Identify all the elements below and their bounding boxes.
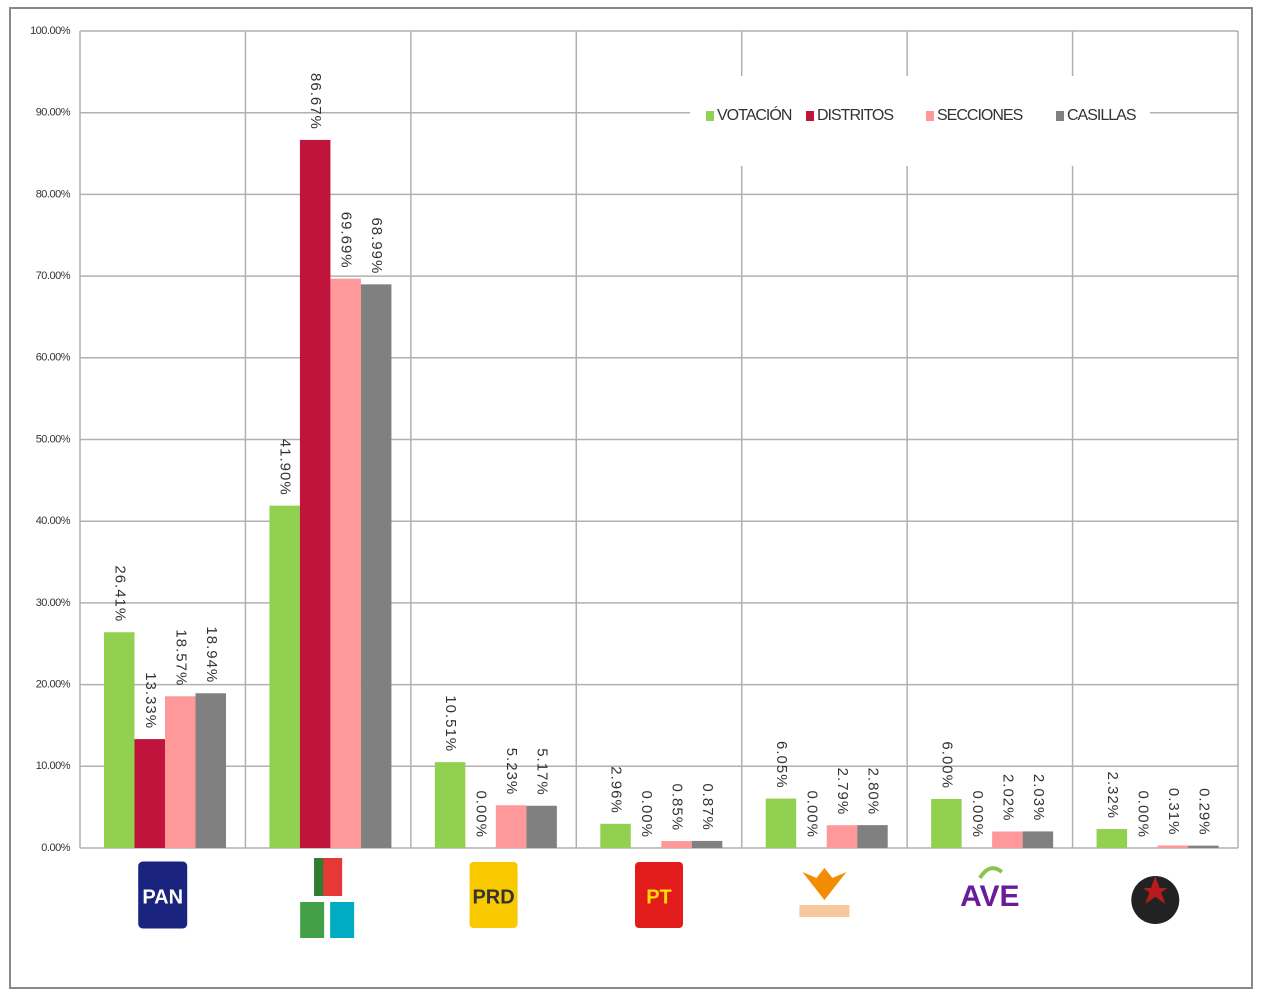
bar (1157, 845, 1189, 848)
y-tick-label: 70.00% (36, 270, 71, 282)
legend-label: DISTRITOS (817, 107, 893, 124)
value-label: 2.02% (999, 774, 1016, 822)
legend-swatch (926, 111, 934, 121)
y-tick-label: 10.00% (36, 760, 71, 772)
x-tick-label: AVE (960, 880, 1019, 913)
bar (269, 505, 300, 848)
party-logo: PT (635, 862, 683, 928)
value-label: 0.85% (669, 784, 686, 832)
legend-swatch (706, 111, 714, 121)
y-tick-label: 100.00% (30, 25, 71, 37)
logo-pri-green (314, 858, 324, 896)
logo-bg (961, 870, 1018, 930)
party-logo (300, 858, 355, 938)
bar (857, 825, 888, 848)
value-label: 0.00% (473, 790, 490, 838)
bar (1022, 831, 1054, 848)
value-label: 0.00% (803, 790, 820, 838)
logo-leaf (978, 866, 1004, 880)
x-tick-label: PAN (142, 886, 183, 908)
party-logo (1131, 876, 1180, 924)
party-logo (799, 868, 850, 917)
bar (600, 823, 631, 848)
y-tick-label: 40.00% (36, 515, 71, 527)
y-tick-label: 60.00% (36, 352, 71, 364)
value-label: 5.17% (534, 748, 551, 796)
y-tick-label: 0.00% (41, 842, 70, 854)
legend-swatch (1056, 111, 1064, 121)
logo-star (1143, 876, 1168, 904)
party-logo: PRD (469, 862, 518, 928)
legend-swatch (806, 111, 814, 121)
party-logo: PAN (138, 861, 188, 929)
bar (104, 632, 135, 848)
bar (360, 284, 392, 849)
value-label: 0.00% (638, 790, 655, 838)
bar (992, 831, 1023, 848)
value-label: 86.67% (307, 73, 324, 130)
value-label: 68.99% (368, 217, 385, 274)
value-label: 2.03% (1030, 774, 1047, 822)
y-tick-label: 50.00% (36, 433, 71, 445)
bar (1096, 829, 1128, 848)
value-label: 2.80% (864, 768, 881, 816)
x-tick-label: PT (646, 886, 672, 908)
value-label: 0.31% (1165, 788, 1182, 836)
value-label: 0.29% (1195, 788, 1212, 836)
value-label: 69.69% (338, 212, 355, 269)
bar (826, 825, 858, 848)
y-tick-label: 90.00% (36, 107, 71, 119)
y-tick-label: 30.00% (36, 597, 71, 609)
bar (526, 805, 557, 848)
value-label: 6.05% (773, 741, 790, 789)
logo-bg (635, 862, 683, 928)
value-label: 0.00% (1134, 790, 1151, 838)
value-label: 41.90% (277, 439, 294, 496)
x-tick-label: PRD (472, 886, 514, 908)
bar (495, 805, 527, 848)
value-label: 13.33% (142, 672, 159, 729)
bar (165, 696, 196, 848)
bar (434, 762, 466, 848)
value-label: 26.41% (111, 565, 128, 622)
value-label: 2.96% (608, 766, 625, 814)
logo-eagle (802, 868, 847, 900)
value-label: 2.79% (834, 768, 851, 816)
party-logo: AVE (960, 866, 1020, 930)
bar (195, 693, 226, 848)
legend-label: SECCIONES (937, 107, 1023, 124)
value-label: 5.23% (503, 748, 520, 796)
y-tick-label: 20.00% (36, 679, 71, 691)
value-label: 10.51% (442, 695, 459, 752)
bar (330, 278, 361, 848)
value-label: 0.00% (969, 790, 986, 838)
y-tick-label: 80.00% (36, 188, 71, 200)
bar (691, 840, 723, 848)
bar (1188, 845, 1219, 848)
value-label: 0.87% (699, 783, 716, 831)
bar (134, 739, 165, 848)
logo-bg (138, 861, 188, 929)
value-label: 6.00% (938, 741, 955, 789)
value-label: 18.94% (203, 626, 220, 683)
value-label: 2.32% (1104, 771, 1121, 819)
legend-label: CASILLAS (1067, 107, 1136, 124)
logo-pvem (300, 902, 325, 938)
logo-caption (799, 905, 850, 917)
bar (765, 798, 797, 848)
legend-label: VOTACIÓN (717, 105, 792, 124)
logo-bg (469, 862, 518, 928)
bar (299, 139, 331, 848)
bar (661, 841, 692, 848)
legend-bg (690, 76, 1150, 166)
logo-panal (330, 902, 355, 938)
bar (931, 798, 962, 848)
value-label: 18.57% (172, 629, 189, 686)
